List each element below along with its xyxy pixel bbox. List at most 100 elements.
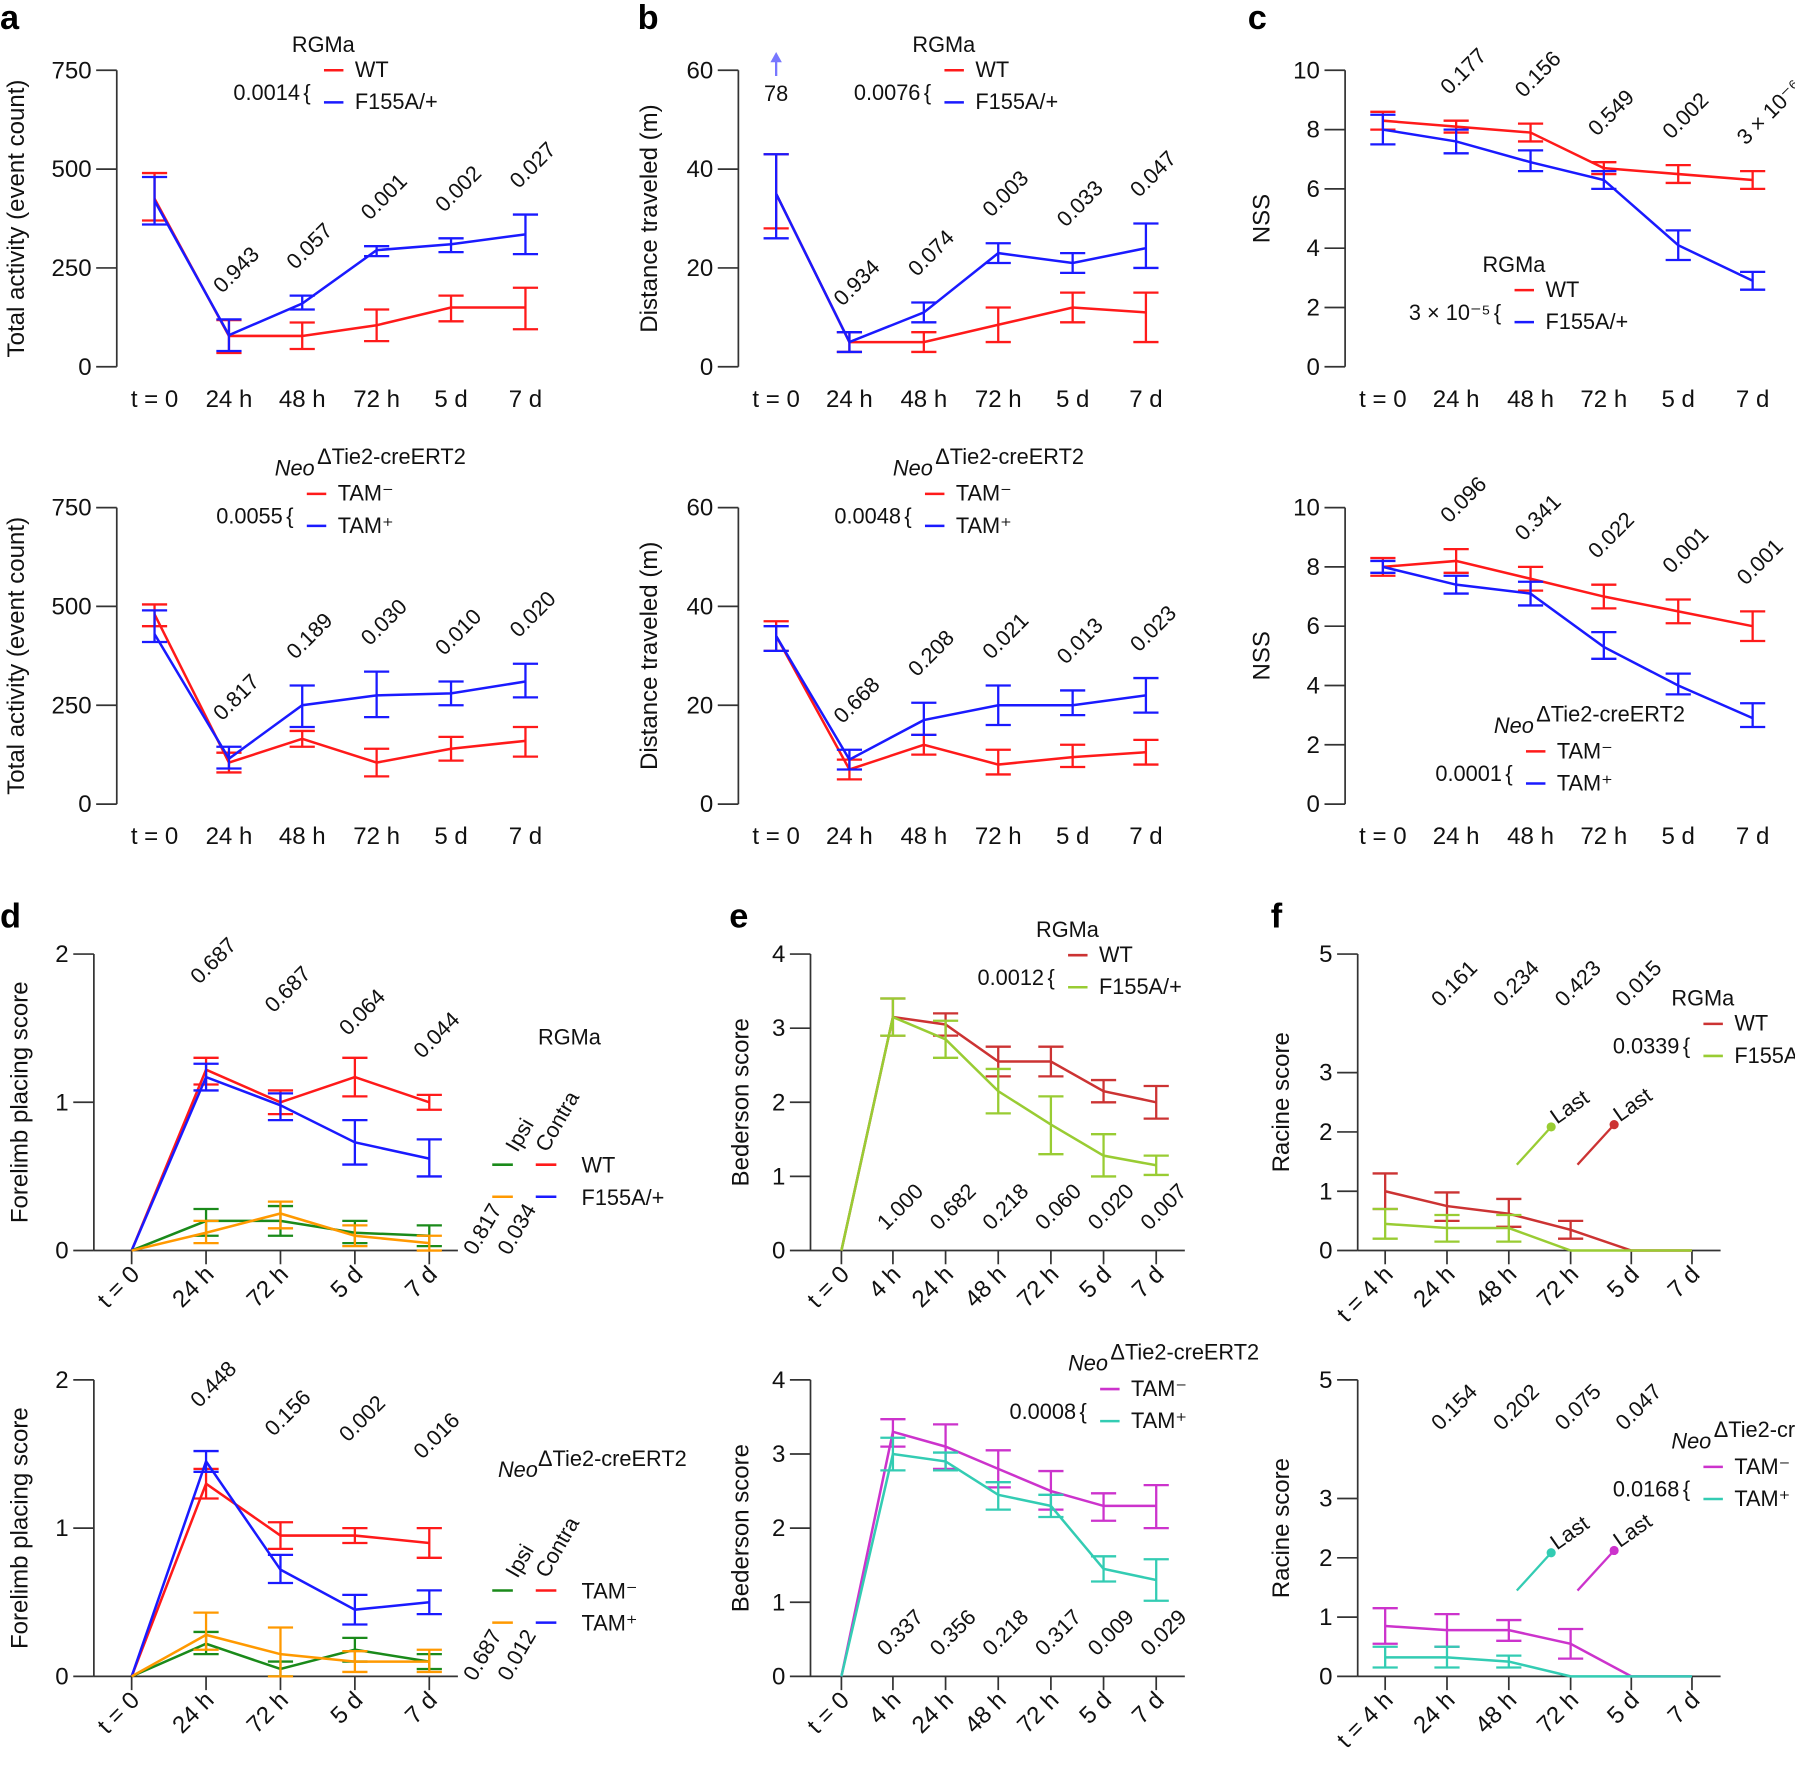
y-tick-label: 10: [1293, 57, 1320, 84]
x-tick-label: 24 h: [907, 1261, 959, 1313]
legend-entry: F155A/+: [1734, 1043, 1795, 1068]
arrow-tail: [1609, 1120, 1619, 1130]
p-value: 0.161: [1426, 955, 1482, 1011]
arrow-tail: [1546, 1122, 1556, 1132]
x-tick-label: 72 h: [1532, 1687, 1584, 1739]
p-value: 0.047: [1125, 146, 1181, 202]
x-tick-label: 72 h: [975, 386, 1022, 413]
x-tick-label: t = 4 h: [1332, 1261, 1399, 1328]
x-tick-label: 4 h: [864, 1687, 907, 1730]
y-tick-label: 0: [1307, 354, 1320, 381]
y-tick-label: 5: [1319, 941, 1332, 968]
x-tick-label: 24 h: [167, 1261, 219, 1313]
p-value: 0.687: [259, 961, 315, 1017]
y-tick-label: 0: [700, 354, 713, 381]
panel-c1: c 0 2 4 6 8 10 NSS t = 0 24 h 48 h 72 h 5 d 7 d 0.177 0…: [1248, 0, 1795, 413]
p-value: 0.020: [504, 586, 560, 642]
legend-entry: TAM⁺: [1131, 1408, 1187, 1433]
legend-entry: F155A/+: [355, 89, 438, 114]
y-tick-label: 3: [1319, 1060, 1332, 1087]
y-tick-label: 1: [55, 1515, 68, 1542]
p-value: 0.154: [1426, 1379, 1482, 1435]
last-arrow-icon: [1576, 1123, 1615, 1166]
x-tick-label: 5 d: [1602, 1261, 1645, 1304]
x-tick-label: t = 0: [802, 1687, 855, 1740]
y-tick-label: 250: [51, 255, 91, 282]
arrow-tail: [1546, 1548, 1556, 1558]
p-value: 0.021: [977, 608, 1033, 664]
legend-brace: {: [1047, 965, 1054, 990]
p-value: 0.356: [925, 1604, 981, 1660]
x-tick-label: 7 d: [1127, 1261, 1170, 1304]
x-tick-label: 72 h: [242, 1687, 294, 1739]
legend-entry: TAM⁻: [1131, 1376, 1187, 1401]
x-tick-label: 5 d: [434, 386, 467, 413]
legend-title-sup: ΔTie2-creERT2: [1714, 1417, 1795, 1442]
legend-p-value: 0.0048: [834, 504, 901, 529]
legend-title: Neo: [498, 1457, 538, 1482]
y-tick-label: 0: [55, 1663, 68, 1690]
legend-p-value: 0.0001: [1435, 761, 1502, 786]
y-tick-label: 2: [772, 1089, 785, 1116]
x-tick-label: 7 d: [1129, 386, 1162, 413]
x-tick-label: 24 h: [167, 1687, 219, 1739]
x-tick-label: 5 d: [1602, 1687, 1645, 1730]
x-tick-label: 24 h: [826, 386, 873, 413]
legend-p-value: 0.0014: [233, 80, 300, 105]
legend-entry: WT: [582, 1153, 616, 1178]
y-tick-label: 2: [1307, 294, 1320, 321]
series-line: [1382, 559, 1753, 628]
legend-title: RGMa: [1671, 986, 1735, 1011]
y-tick-label: 1: [772, 1163, 785, 1190]
y-tick-label: 60: [686, 57, 713, 84]
p-value: 0.030: [356, 594, 412, 650]
x-tick-label: 48 h: [279, 386, 326, 413]
legend-entry: TAM⁻: [956, 481, 1012, 506]
p-value: 0.074: [903, 225, 959, 281]
legend-entry: F155A/+: [1099, 974, 1182, 999]
panel-f1: f 0 1 2 3 5 Racine score t = 4 h 24 h 48 h 72 h 5 d…: [1268, 898, 1795, 1328]
series-line: [1385, 1222, 1692, 1252]
y-tick-label: 0: [772, 1238, 785, 1265]
series-line: [775, 193, 1146, 344]
x-tick-label: 5 d: [434, 823, 467, 850]
p-value: 3 × 10⁻⁶: [1732, 74, 1795, 149]
p-value: 0.003: [977, 165, 1033, 221]
legend-entry: TAM⁺: [1557, 770, 1613, 795]
legend-entry: WT: [355, 57, 389, 82]
y-tick-label: 60: [686, 495, 713, 522]
p-value: 0.002: [430, 160, 486, 216]
series-line: [1382, 128, 1754, 282]
p-value: 0.027: [504, 137, 560, 193]
y-tick-label: 6: [1307, 176, 1320, 203]
x-tick-label: 5 d: [1662, 386, 1695, 413]
x-tick-label: 7 d: [1736, 386, 1769, 413]
legend-brace: {: [924, 80, 931, 105]
legend-title: Neo: [893, 456, 933, 481]
y-tick-label: 40: [686, 156, 713, 183]
x-tick-label: t = 0: [92, 1687, 145, 1740]
legend-title: RGMa: [1036, 917, 1100, 942]
p-value: 0.668: [828, 672, 884, 728]
y-tick-label: 0: [78, 791, 91, 818]
x-tick-label: 5 d: [1056, 823, 1089, 850]
x-tick-label: t = 0: [131, 823, 178, 850]
legend-contra: Contra: [530, 1512, 585, 1582]
x-tick-label: 72 h: [1012, 1687, 1064, 1739]
x-tick-label: 7 d: [1129, 823, 1162, 850]
x-tick-label: 24 h: [206, 823, 253, 850]
p-value: 0.001: [1657, 522, 1713, 578]
legend-brace: {: [904, 504, 911, 529]
x-tick-label: 7 d: [1127, 1687, 1170, 1730]
legend-contra: Contra: [530, 1086, 585, 1156]
last-arrow-icon: [1515, 1551, 1553, 1592]
x-tick-label: 72 h: [1532, 1261, 1584, 1313]
legend-entry: TAM⁻: [582, 1579, 638, 1604]
legend-p-value: 0.0055: [216, 504, 283, 529]
legend-title: RGMa: [912, 32, 976, 57]
x-tick-label: 72 h: [1012, 1261, 1064, 1313]
annotation-label: Last: [1608, 1082, 1656, 1126]
p-value: 0.549: [1583, 84, 1639, 140]
y-tick-label: 0: [55, 1238, 68, 1265]
panel-b1: b 0 20 40 60 Distance traveled (m) t = 0 24 h 48…: [636, 0, 1181, 413]
